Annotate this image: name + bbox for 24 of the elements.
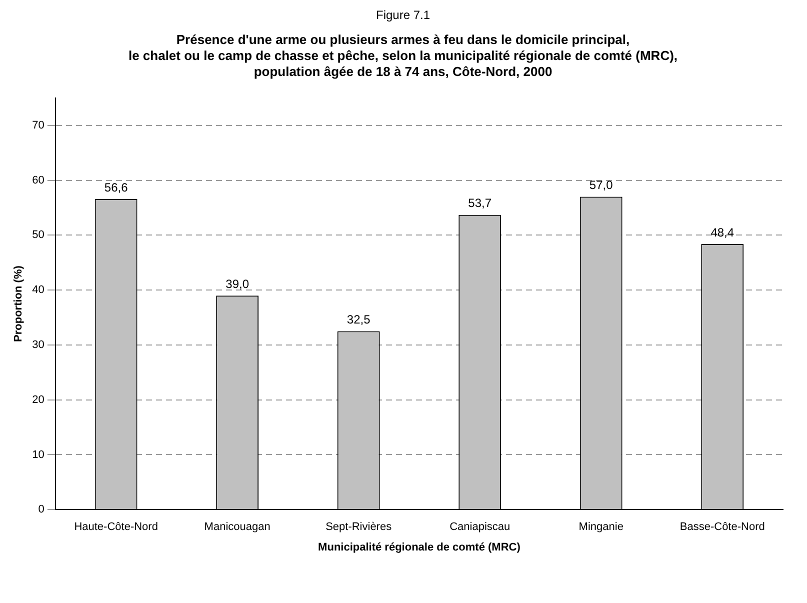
y-tick-label: 60 bbox=[32, 174, 44, 186]
chart-subtitle: Présence d'une arme ou plusieurs armes à feu dans le domicile principal, le chalet ou le camp de chasse et pêche, selon la municipalité régionale de comté (MRC), population âgée de 18 à 74 ans, Côte-Nord, 2000 bbox=[127, 32, 679, 80]
x-tick-label: Manicouagan bbox=[204, 521, 270, 534]
x-tick-label: Basse-Côte-Nord bbox=[680, 521, 765, 534]
chart-title: Figure 7.1 bbox=[374, 8, 432, 22]
x-axis-title: Municipalité régionale de comté (MRC) bbox=[318, 541, 521, 554]
x-tick-label: Sept-Rivières bbox=[326, 521, 392, 534]
y-axis-title: Proportion (%) bbox=[12, 265, 25, 342]
data-label: 56,6 bbox=[104, 180, 128, 194]
y-tick-label: 70 bbox=[32, 119, 44, 132]
y-tick-label: 30 bbox=[32, 338, 44, 351]
y-tick-label: 20 bbox=[32, 394, 44, 406]
x-tick-label: Caniapiscau bbox=[450, 521, 510, 534]
y-tick-label: 40 bbox=[32, 284, 44, 296]
y-tick-label: 10 bbox=[32, 448, 44, 461]
x-tick-label: Haute-Côte-Nord bbox=[74, 521, 158, 534]
data-label: 53,7 bbox=[468, 196, 492, 210]
y-tick-label: 0 bbox=[38, 504, 44, 516]
data-label: 39,0 bbox=[226, 276, 250, 291]
y-tick-label: 50 bbox=[32, 229, 44, 242]
x-tick-label: Minganie bbox=[578, 521, 624, 534]
data-label: 57,0 bbox=[589, 178, 614, 192]
data-label: 48,4 bbox=[710, 225, 734, 240]
data-label: 32,5 bbox=[346, 312, 371, 327]
